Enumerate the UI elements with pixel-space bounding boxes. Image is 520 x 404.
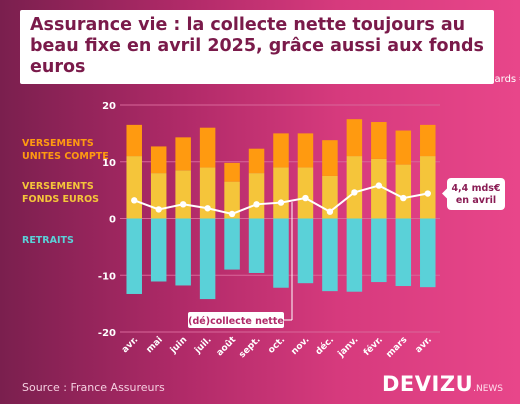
bar-unites-compte <box>224 162 240 182</box>
bar-unites-compte <box>371 122 387 159</box>
bar-fonds-euros <box>395 164 412 219</box>
x-tick-label: mars <box>385 335 410 360</box>
bar-retraits <box>297 218 314 284</box>
net-point <box>375 182 383 189</box>
bar-fonds-euros <box>273 167 289 219</box>
x-tick-label: mai <box>145 335 165 355</box>
bar-unites-compte <box>175 137 191 171</box>
net-point <box>253 201 260 208</box>
bar-fonds-euros <box>175 170 191 219</box>
brand-name: DEVIZU <box>382 372 474 396</box>
net-point <box>400 194 407 202</box>
bar-fonds-euros <box>248 173 265 219</box>
x-tick-label: avr. <box>414 335 434 355</box>
net-point <box>155 206 162 213</box>
bar-unites-compte <box>346 119 363 157</box>
brand-suffix: .NEWS <box>473 384 504 394</box>
net-point <box>424 190 431 197</box>
x-tick-label: nov. <box>290 335 312 357</box>
bar-unites-compte <box>199 127 216 168</box>
legend-uc: VERSEMENTS UNITES COMPTE <box>22 138 109 162</box>
bar-unites-compte <box>126 124 142 157</box>
bar-retraits <box>150 218 167 282</box>
y-tick-label: 20 <box>102 101 116 112</box>
bar-retraits <box>371 218 387 283</box>
chart-title: Assurance vie : la collecte nette toujou… <box>30 15 484 77</box>
x-tick-label: déc. <box>313 334 336 357</box>
bar-retraits <box>395 218 412 287</box>
bar-unites-compte <box>395 130 412 165</box>
bar-unites-compte <box>297 133 314 168</box>
net-point <box>277 199 285 206</box>
bar-fonds-euros <box>420 156 436 219</box>
bar-retraits <box>322 218 338 292</box>
x-tick-label: août <box>215 335 239 359</box>
x-tick-label: oct. <box>266 335 287 356</box>
bar-fonds-euros <box>224 181 240 219</box>
bar-retraits <box>199 218 216 300</box>
net-point <box>204 205 211 212</box>
line-label: (dé)collecte nette <box>188 316 284 327</box>
bar-unites-compte <box>322 140 338 176</box>
last-value-box <box>447 178 505 210</box>
bar-fonds-euros <box>199 167 216 219</box>
x-tick-label: févr. <box>361 334 385 358</box>
y-tick-label: -10 <box>98 271 116 282</box>
last-value-label: en avril <box>456 195 496 206</box>
bar-fonds-euros <box>346 156 363 219</box>
bar-unites-compte <box>273 133 289 168</box>
source-note: Source : France Assureurs <box>22 381 165 394</box>
chart-subtitle: Versements, retraits et (dé)collecte net… <box>30 74 520 85</box>
line-label-box <box>188 312 284 328</box>
y-tick-label: 10 <box>102 158 116 169</box>
last-value-pointer <box>442 188 447 199</box>
y-tick-label: 0 <box>109 215 116 226</box>
bar-retraits <box>420 218 436 288</box>
net-point <box>131 197 138 204</box>
bar-retraits <box>126 218 142 294</box>
net-point <box>179 201 187 208</box>
legend-retraits: RETRAITS <box>22 235 74 246</box>
bar-fonds-euros <box>126 156 142 219</box>
bar-unites-compte <box>420 124 436 157</box>
legend-fe: VERSEMENTS FONDS EUROS <box>22 181 99 205</box>
bar-retraits <box>248 218 265 273</box>
bar-retraits <box>346 218 363 292</box>
net-point <box>228 210 236 218</box>
x-tick-label: sept. <box>237 335 262 360</box>
x-tick-label: juin <box>168 335 189 356</box>
bar-retraits <box>175 218 191 286</box>
bar-fonds-euros <box>297 167 314 219</box>
x-tick-label: janv. <box>336 335 361 360</box>
net-point <box>302 194 309 202</box>
title-box: Assurance vie : la collecte nette toujou… <box>20 10 494 84</box>
bar-retraits <box>273 218 289 288</box>
bar-unites-compte <box>150 146 167 174</box>
net-point <box>351 189 358 196</box>
x-tick-label: avr. <box>120 335 140 355</box>
bar-unites-compte <box>248 148 265 174</box>
last-value-label: 4,4 mds€ <box>451 183 500 194</box>
y-tick-label: -20 <box>98 328 116 339</box>
bar-retraits <box>224 218 240 270</box>
brand-logo: DEVIZU.NEWS <box>382 372 503 396</box>
net-point <box>326 208 334 215</box>
x-tick-label: juil. <box>192 335 213 356</box>
